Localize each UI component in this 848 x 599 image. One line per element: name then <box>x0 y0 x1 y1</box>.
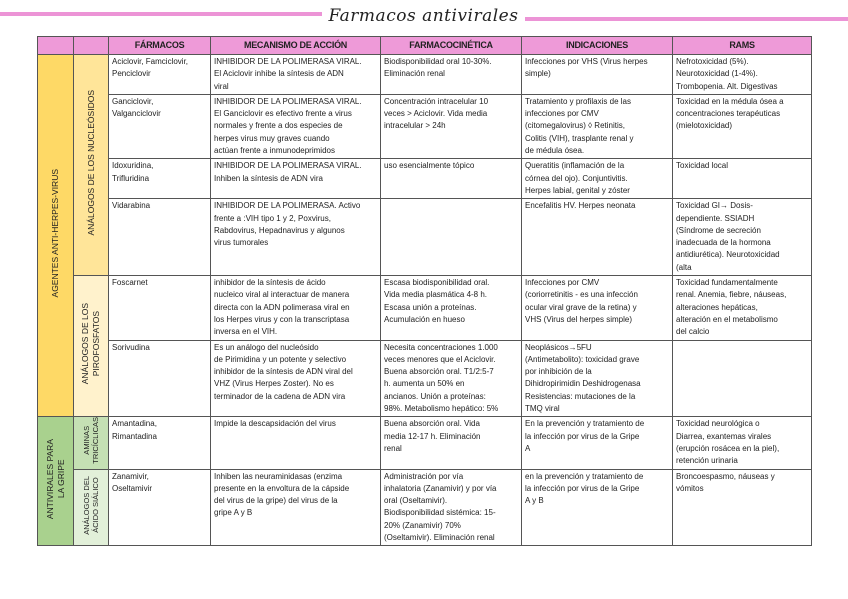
cell-farmacocinetica: Escasa biodisponibilidad oral. Vida medi… <box>380 275 522 341</box>
cell-mecanismo: inhibidor de la síntesis de ácido nuclei… <box>210 275 381 341</box>
header-rams: RAMS <box>672 36 812 55</box>
cell-rams: Toxicidad GI→ Dosis- dependiente. SSIADH… <box>672 198 812 277</box>
cell-farmacos: Ganciclovir, Valganciclovir <box>108 93 211 160</box>
header-blank <box>37 36 74 55</box>
cell-indicaciones: Encefalitis HV. Herpes neonata <box>521 198 673 277</box>
cell-farmacos: Vidarabina <box>108 198 211 277</box>
cell-farmacocinetica: Administración por vía inhalatoria (Zana… <box>380 468 522 547</box>
cell-rams: Toxicidad en la médula ósea a concentrac… <box>672 93 812 160</box>
cell-farmacos: Amantadina, Rimantadina <box>108 416 211 470</box>
cell-mecanismo: INHIBIDOR DE LA POLIMERASA. Activo frent… <box>210 198 381 277</box>
cell-indicaciones: Neoplásicos→5FU (Antimetabolito): toxici… <box>521 339 673 418</box>
cell-farmacos: Zanamivir, Oseltamivir <box>108 468 211 547</box>
table-row: AGENTES ANTI-HERPES-VIRUS ANÁLOGOS DE LO… <box>37 53 812 418</box>
cell-rams: Broncoespasmo, náuseas y vómitos <box>672 468 812 547</box>
cell-farmacocinetica: Biodisponibilidad oral 10-30%. Eliminaci… <box>380 54 522 95</box>
cell-mecanismo: Es un análogo del nucleósido de Pirimidi… <box>210 339 381 418</box>
group-gripe: ANTIVIRALES PARA LA GRIPE <box>37 416 74 547</box>
table-row: ANÁLOGOS DEL ÁCIDO SIÁLICO Zanamivir, Os… <box>38 468 812 547</box>
cell-mecanismo: INHIBIDOR DE LA POLIMERASA VIRAL. Inhibe… <box>210 158 381 200</box>
cell-farmacocinetica: Necesita concentraciones 1.000 veces men… <box>380 339 522 418</box>
header-mecanismo: MECANISMO DE ACCIÓN <box>210 36 381 55</box>
subgroup-nucleosidos: ANÁLOGOS DE LOS NUCLEÓSIDOS <box>73 53 109 277</box>
subgroup-pirofosfatos: ANÁLOGOS DE LOS PIROFOSFATOS <box>73 275 109 418</box>
cell-indicaciones: en la prevención y tratamiento de la inf… <box>521 468 673 547</box>
cell-mecanismo: Impide la descapsidación del virus <box>210 416 381 470</box>
group-anti-herpes: AGENTES ANTI-HERPES-VIRUS <box>37 53 74 418</box>
cell-indicaciones: Infecciones por CMV (coriorretinitis - e… <box>521 275 673 341</box>
table-row: Vidarabina INHIBIDOR DE LA POLIMERASA. A… <box>38 198 812 277</box>
cell-rams: Toxicidad local <box>672 158 812 200</box>
header-farmacos: FÁRMACOS <box>108 36 211 55</box>
header-indicaciones: INDICACIONES <box>521 36 673 55</box>
table-row: Ganciclovir, Valganciclovir INHIBIDOR DE… <box>38 93 812 160</box>
title-decoration-right <box>525 17 848 21</box>
cell-farmacocinetica: Concentración intracelular 10 veces > Ac… <box>380 93 522 160</box>
cell-farmacos: Idoxuridina, Trifluridina <box>108 158 211 200</box>
header-blank <box>73 36 109 55</box>
cell-indicaciones: En la prevención y tratamiento de la inf… <box>521 416 673 470</box>
cell-farmacocinetica <box>380 198 522 277</box>
cell-rams: Nefrotoxicidad (5%). Neurotoxicidad (1-4… <box>672 54 812 95</box>
cell-farmacocinetica: Buena absorción oral. Vida media 12-17 h… <box>380 416 522 470</box>
antiviral-table: FÁRMACOS MECANISMO DE ACCIÓN FARMACOCINÉ… <box>37 36 812 547</box>
page-title: Farmacos antivirales <box>328 6 519 26</box>
title-decoration-left <box>0 12 322 16</box>
table-row: Sorivudina Es un análogo del nucleósido … <box>38 339 812 418</box>
subgroup-aminas: AMINAS TRICÍCLICAS <box>73 416 109 470</box>
header-farmacocinetica: FARMACOCINÉTICA <box>380 36 522 55</box>
cell-mecanismo: INHIBIDOR DE LA POLIMERASA VIRAL. El Gan… <box>210 93 381 160</box>
cell-indicaciones: Infecciones por VHS (Virus herpes simple… <box>521 54 673 95</box>
cell-indicaciones: Tratamiento y profilaxis de las infeccio… <box>521 93 673 160</box>
cell-mecanismo: Inhiben las neuraminidasas (enzima prese… <box>210 468 381 547</box>
table-row: Idoxuridina, Trifluridina INHIBIDOR DE L… <box>38 158 812 200</box>
cell-rams <box>672 339 812 418</box>
cell-rams: Toxicidad neurológica o Diarrea, exantem… <box>672 416 812 470</box>
cell-rams: Toxicidad fundamentalmente renal. Anemia… <box>672 275 812 341</box>
cell-mecanismo: INHIBIDOR DE LA POLIMERASA VIRAL. El Aci… <box>210 54 381 95</box>
table-row: ANTIVIRALES PARA LA GRIPE AMINAS TRICÍCL… <box>37 416 812 547</box>
cell-indicaciones: Queratitis (inflamación de la córnea del… <box>521 158 673 200</box>
table-row: ANÁLOGOS DE LOS PIROFOSFATOS Foscarnet i… <box>38 275 812 418</box>
header-row: FÁRMACOS MECANISMO DE ACCIÓN FARMACOCINÉ… <box>37 36 812 55</box>
subgroup-acido-sialico: ANÁLOGOS DEL ÁCIDO SIÁLICO <box>73 468 109 547</box>
cell-farmacocinetica: uso esencialmente tópico <box>380 158 522 200</box>
cell-farmacos: Foscarnet <box>108 275 211 341</box>
cell-farmacos: Sorivudina <box>108 339 211 418</box>
cell-farmacos: Aciclovir, Famciclovir, Penciclovir <box>108 54 211 95</box>
